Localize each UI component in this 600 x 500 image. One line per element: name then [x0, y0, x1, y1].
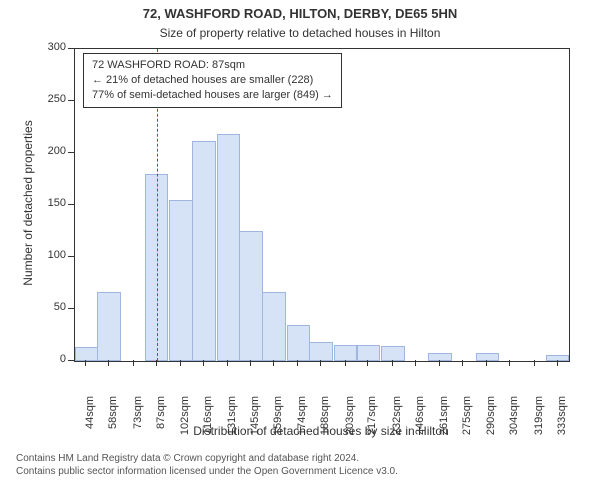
x-tick [133, 360, 134, 366]
x-tick [534, 360, 535, 366]
footer-attribution: Contains HM Land Registry data © Crown c… [16, 452, 398, 478]
x-tick-label: 131sqm [226, 396, 238, 446]
annotation-line: 77% of semi-detached houses are larger (… [92, 88, 333, 103]
x-tick-label: 174sqm [296, 396, 308, 446]
histogram-bar [476, 353, 499, 361]
chart-subtitle: Size of property relative to detached ho… [0, 26, 600, 40]
x-tick [203, 360, 204, 366]
plot-area: 72 WASHFORD ROAD: 87sqm← 21% of detached… [74, 48, 570, 362]
histogram-bar [287, 325, 310, 361]
x-tick-label: 102sqm [179, 396, 191, 446]
histogram-bar [357, 345, 380, 361]
x-tick-label: 290sqm [485, 396, 497, 446]
x-tick [345, 360, 346, 366]
x-tick [486, 360, 487, 366]
x-tick-label: 275sqm [461, 396, 473, 446]
histogram-bar [169, 200, 192, 361]
y-tick-label: 150 [26, 197, 66, 209]
x-tick-label: 304sqm [508, 396, 520, 446]
x-tick [273, 360, 274, 366]
y-tick [68, 360, 74, 361]
x-tick [320, 360, 321, 366]
histogram-bar [334, 345, 357, 361]
x-tick [156, 360, 157, 366]
x-tick [557, 360, 558, 366]
x-tick [462, 360, 463, 366]
y-tick [68, 308, 74, 309]
x-tick-label: 232sqm [391, 396, 403, 446]
x-tick [227, 360, 228, 366]
annotation-box: 72 WASHFORD ROAD: 87sqm← 21% of detached… [83, 53, 342, 108]
annotation-line: 72 WASHFORD ROAD: 87sqm [92, 58, 333, 73]
histogram-bar [75, 347, 98, 361]
x-tick [297, 360, 298, 366]
histogram-bar [217, 134, 240, 361]
x-tick-label: 87sqm [155, 396, 167, 446]
y-tick [68, 48, 74, 49]
histogram-bar [192, 141, 215, 361]
x-axis-label: Distribution of detached houses by size … [74, 424, 568, 438]
histogram-bar [309, 342, 332, 361]
histogram-bar [239, 231, 262, 361]
x-tick-label: 58sqm [107, 396, 119, 446]
x-tick-label: 188sqm [319, 396, 331, 446]
y-tick [68, 204, 74, 205]
histogram-bar [428, 353, 451, 361]
x-tick-label: 73sqm [132, 396, 144, 446]
x-tick [367, 360, 368, 366]
x-tick-label: 44sqm [84, 396, 96, 446]
y-tick-label: 300 [26, 41, 66, 53]
x-tick-label: 145sqm [249, 396, 261, 446]
y-tick [68, 100, 74, 101]
y-tick-label: 200 [26, 145, 66, 157]
x-tick [250, 360, 251, 366]
y-tick-label: 50 [26, 301, 66, 313]
x-tick-label: 217sqm [366, 396, 378, 446]
x-tick [415, 360, 416, 366]
x-tick-label: 261sqm [438, 396, 450, 446]
x-tick [85, 360, 86, 366]
footer-line: Contains public sector information licen… [16, 465, 398, 478]
y-tick-label: 0 [26, 353, 66, 365]
chart-title-address: 72, WASHFORD ROAD, HILTON, DERBY, DE65 5… [0, 6, 600, 21]
x-tick-label: 246sqm [414, 396, 426, 446]
chart-root: 72, WASHFORD ROAD, HILTON, DERBY, DE65 5… [0, 0, 600, 500]
histogram-bar [381, 346, 404, 361]
x-tick [180, 360, 181, 366]
x-tick-label: 319sqm [533, 396, 545, 446]
x-tick [108, 360, 109, 366]
histogram-bar [546, 355, 569, 361]
x-tick-label: 159sqm [272, 396, 284, 446]
x-tick-label: 116sqm [202, 396, 214, 446]
histogram-bar [262, 292, 285, 361]
x-tick [439, 360, 440, 366]
y-tick [68, 152, 74, 153]
y-tick [68, 256, 74, 257]
x-tick-label: 203sqm [344, 396, 356, 446]
histogram-bar [97, 292, 120, 361]
x-tick [509, 360, 510, 366]
x-tick-label: 333sqm [556, 396, 568, 446]
annotation-line: ← 21% of detached houses are smaller (22… [92, 73, 333, 88]
footer-line: Contains HM Land Registry data © Crown c… [16, 452, 398, 465]
y-tick-label: 100 [26, 249, 66, 261]
y-tick-label: 250 [26, 93, 66, 105]
x-tick [392, 360, 393, 366]
